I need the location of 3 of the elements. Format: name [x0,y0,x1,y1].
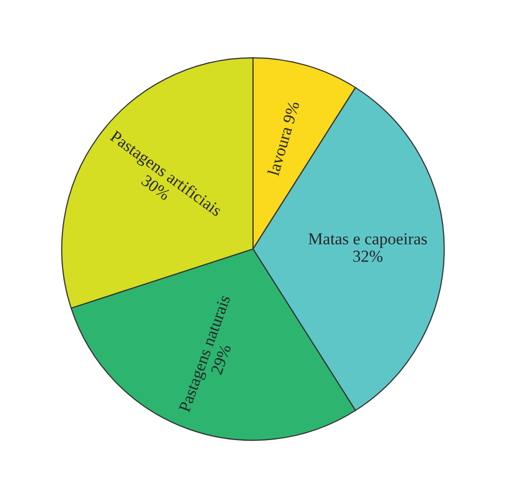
slice-label: Matas e capoeiras [308,233,427,248]
data-label: 32% [353,250,382,262]
slice-label: lavoura 9% [267,100,300,176]
